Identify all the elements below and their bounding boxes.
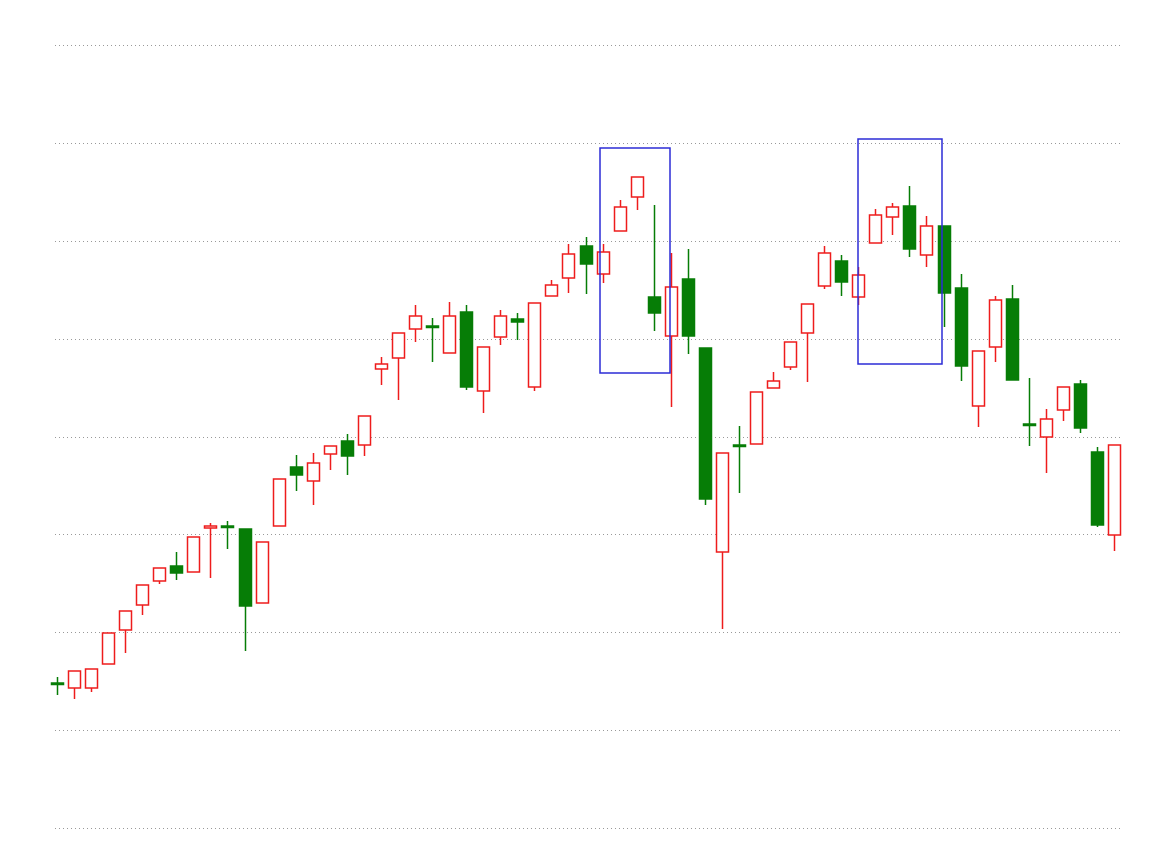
candle-body [937,225,952,294]
candle-body [561,253,576,279]
candle-body [323,445,338,455]
candle-body [647,296,662,314]
candle-body [954,287,969,367]
candle-body [1090,451,1105,526]
candle-body [476,346,491,392]
highlight-box [857,138,943,365]
candle-body [50,682,65,686]
candle-body [186,536,201,573]
candle-body [800,303,815,334]
candle-body [203,525,218,529]
candle-body [630,176,645,198]
candle-body [510,318,525,323]
candle-body [579,245,594,265]
candle-body [289,466,304,476]
candle-body [681,278,696,337]
candle-body [425,325,440,329]
candle-body [220,525,235,529]
candle-body [135,584,150,606]
candle-body [971,350,986,407]
candle-body [749,391,764,445]
candles [50,176,1122,699]
candle-body [732,444,747,448]
highlight-box [599,147,671,374]
candle-body [493,315,508,338]
candle-body [1022,423,1037,427]
candle-body [357,415,372,446]
candle-body [255,541,270,604]
candle-body [306,462,321,482]
candle-body [67,670,82,689]
candle-body [1073,383,1088,429]
candle-body [272,478,287,527]
candle-body [374,363,389,370]
candle-body [238,528,253,607]
candle-body [868,214,883,244]
candle-body [391,332,406,359]
candle-body [118,610,133,631]
candle-body [885,206,900,218]
candle-body [664,286,679,337]
candle-body [1005,298,1020,381]
candle-body [84,668,99,689]
candle-body [613,206,628,232]
candle-body [1107,444,1122,536]
candle-body [152,567,167,582]
candle-body [766,380,781,389]
candle-body [817,252,832,287]
candle-body [459,311,474,388]
candle-body [101,632,116,665]
candle-body [408,315,423,330]
candle-body [340,440,355,457]
candle-body [1056,386,1071,411]
candle-body [169,565,184,574]
candle-body [442,315,457,354]
candle-body [544,284,559,297]
candle-body [527,302,542,388]
grid [55,45,1122,829]
candle-body [698,347,713,500]
candle-body [715,452,730,553]
candle-body [919,225,934,256]
candle-body [834,260,849,283]
candle-body [902,205,917,250]
candle-body [783,341,798,368]
candle-body [988,299,1003,348]
candle-body [1039,418,1054,438]
